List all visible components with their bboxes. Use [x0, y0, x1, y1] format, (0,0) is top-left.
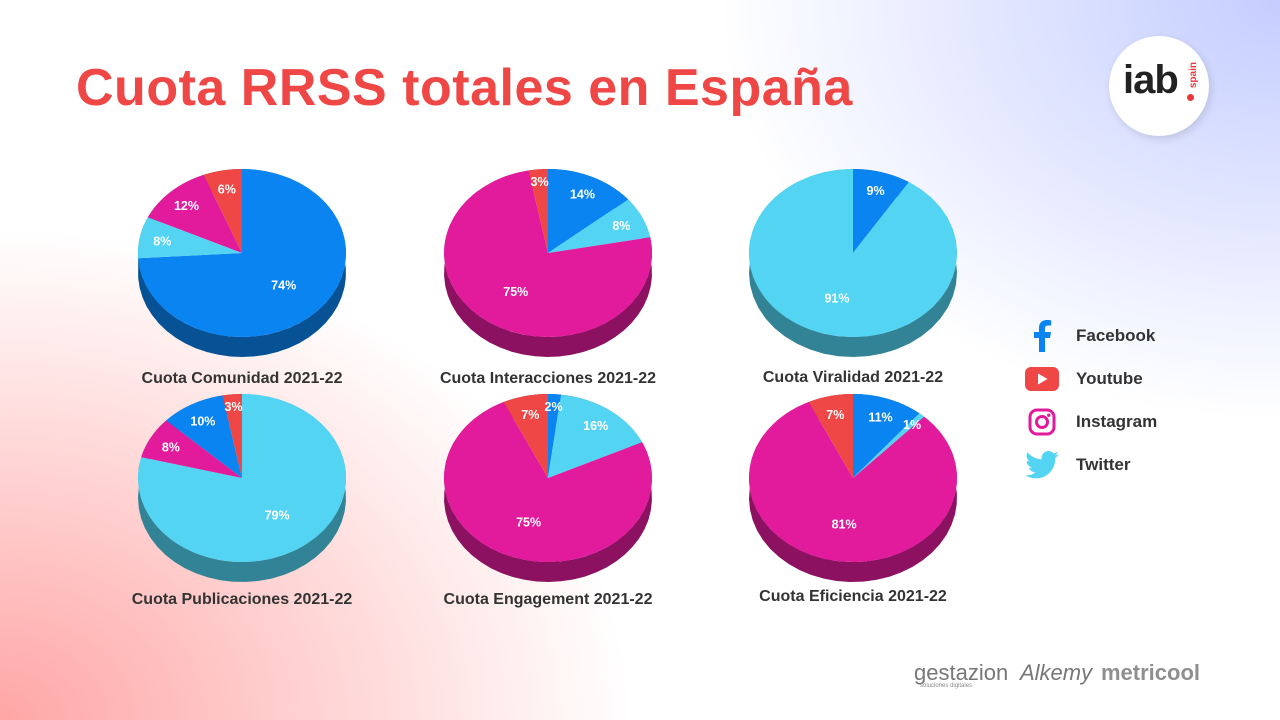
pie-slice-twitter: [137, 217, 242, 259]
slice-label: 9%: [867, 184, 885, 198]
pie-chart: 74% 8% 12% 6% Cuota Comunidad 2021-22: [137, 169, 346, 387]
legend-label: Youtube: [1076, 368, 1143, 388]
legend: Facebook Youtube Instagram Twitter: [1024, 314, 1157, 486]
slice-label: 16%: [583, 419, 608, 433]
iab-spain-logo: iab spain: [1109, 36, 1209, 136]
pie-slice-youtube: [203, 169, 242, 253]
pie-slice-youtube: [808, 393, 853, 478]
slice-label: 79%: [265, 509, 290, 523]
slice-label: 6%: [218, 183, 236, 197]
chart-title: Cuota Viralidad 2021-22: [763, 369, 943, 386]
slice-label: 74%: [271, 279, 296, 293]
slice-label: 10%: [190, 415, 215, 429]
pie-slice-twitter: [548, 394, 643, 478]
slice-label: 7%: [521, 408, 539, 422]
gestazion-subtext: soluciones digitales: [920, 683, 973, 689]
pie-slice-facebook: [548, 394, 561, 478]
instagram-icon: [1024, 404, 1060, 440]
pie-slice-facebook: [548, 169, 629, 253]
slice-label: 3%: [531, 175, 549, 189]
legend-label: Twitter: [1076, 454, 1131, 474]
legend-label: Instagram: [1076, 411, 1158, 431]
page-title: Cuota RRSS totales en España: [76, 59, 853, 117]
facebook-icon: [1024, 318, 1060, 354]
pie-slice-twitter: [138, 394, 347, 563]
youtube-icon: [1024, 361, 1060, 397]
legend-item-youtube: Youtube: [1024, 357, 1157, 400]
alkemy-logo: Alkemy: [1020, 660, 1093, 685]
slice-label: 91%: [824, 291, 849, 305]
pie-slice-youtube: [528, 169, 548, 253]
chart-title: Cuota Comunidad 2021-22: [142, 370, 343, 387]
pie-slice-facebook: [853, 394, 920, 478]
slice-label: 1%: [903, 418, 921, 432]
pie-chart: 11% 1% 81% 7% Cuota Eficiencia 2021-22: [748, 393, 957, 605]
gestazion-logo: gestazion: [914, 660, 1009, 685]
pie-slice-twitter: [548, 199, 651, 253]
legend-item-twitter: Twitter: [1024, 443, 1157, 486]
slice-label: 7%: [826, 408, 844, 422]
pie-slice-twitter: [748, 168, 957, 337]
pie-slice-instagram: [748, 402, 957, 563]
pie-chart: 9% 91% Cuota Viralidad 2021-22: [748, 168, 957, 386]
pie-slice-youtube: [503, 393, 548, 478]
slice-label: 75%: [516, 516, 541, 530]
chart-title: Cuota Interacciones 2021-22: [440, 370, 656, 387]
pie-slice-facebook: [138, 169, 346, 337]
metricool-logo: metricool: [1101, 660, 1201, 685]
slice-label: 3%: [225, 400, 243, 414]
legend-item-instagram: Instagram: [1024, 400, 1157, 443]
chart-title: Cuota Engagement 2021-22: [444, 591, 653, 608]
chart-title: Cuota Eficiencia 2021-22: [759, 588, 947, 605]
pie-chart: 2% 16% 75% 7% Cuota Engagement 2021-22: [444, 393, 653, 608]
pie-slice-instagram: [444, 402, 653, 562]
legend-item-facebook: Facebook: [1024, 314, 1157, 357]
slice-label: 12%: [174, 199, 199, 213]
pie-slice-facebook: [166, 395, 242, 478]
slice-label: 8%: [162, 440, 180, 454]
slice-label: 81%: [832, 518, 857, 532]
slice-label: 8%: [153, 235, 171, 249]
pie-slice-twitter: [853, 413, 925, 478]
pie-chart: 79% 8% 10% 3% Cuota Publicaciones 2021-22: [132, 394, 353, 608]
pie-chart: 14% 8% 75% 3% Cuota Interacciones 2021-22: [440, 169, 656, 387]
slice-label: 14%: [570, 188, 595, 202]
slice-label: 8%: [612, 219, 630, 233]
twitter-icon: [1024, 447, 1060, 483]
logo-dot: [1187, 94, 1194, 101]
pie-slice-instagram: [141, 420, 242, 478]
slice-label: 75%: [503, 285, 528, 299]
logo-text: iab: [1123, 58, 1179, 102]
slice-label: 2%: [545, 400, 563, 414]
pie-slice-facebook: [853, 169, 909, 253]
pie-slice-youtube: [222, 394, 242, 478]
pie-slice-instagram: [147, 174, 242, 253]
chart-title: Cuota Publicaciones 2021-22: [132, 591, 353, 608]
legend-label: Facebook: [1076, 325, 1156, 345]
slice-label: 11%: [868, 410, 892, 424]
pie-slice-instagram: [444, 170, 653, 338]
